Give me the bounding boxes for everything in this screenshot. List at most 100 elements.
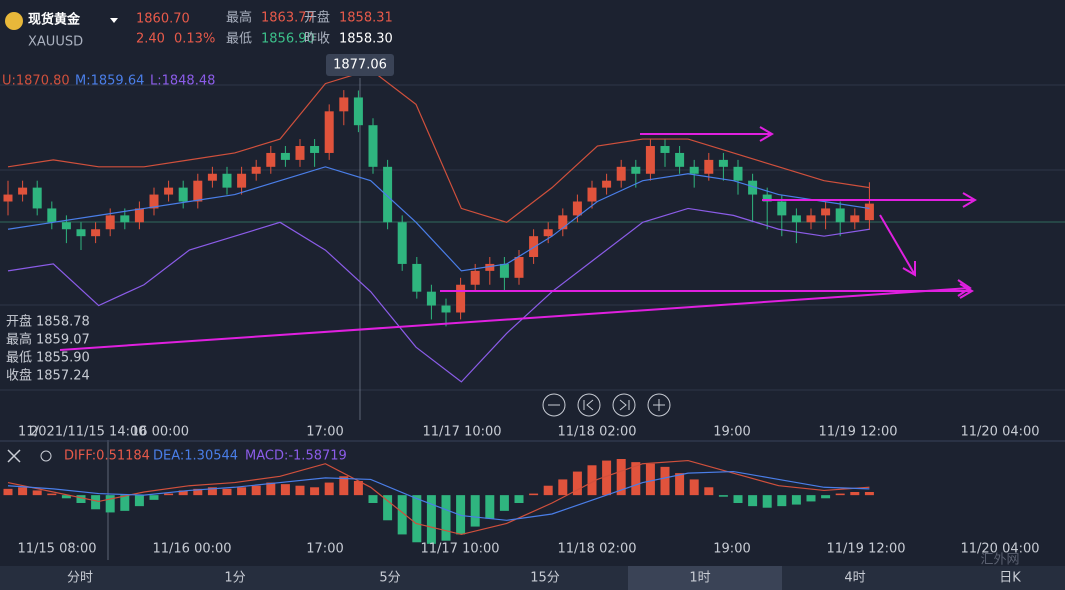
stat-value: 1858.31 [339,11,393,26]
candle-body [207,173,217,181]
candle-body [295,146,305,160]
macd-bar [704,487,714,496]
annotations [59,126,977,351]
tab[interactable]: 1分 [224,571,245,586]
tab[interactable]: 4时 [844,571,865,586]
candle-body [499,263,509,278]
macd-bar [32,490,42,496]
macd-bar [280,484,290,496]
tab[interactable]: 5分 [379,571,400,586]
candle-body [368,125,378,167]
candle-body [864,203,874,221]
ohlc-label: 最低 [6,351,32,366]
macd-bar [499,495,509,511]
candle-body [441,305,451,313]
candle-body [310,146,320,153]
tooltip-bg [326,54,394,76]
stat-label: 昨收 [304,32,330,47]
time-label: 19:00 [713,425,750,440]
title: 现货黄金 [28,12,81,28]
next[interactable] [612,393,636,417]
macd-bar [777,495,787,507]
tab[interactable]: 分时 [67,571,93,586]
candle-body [397,222,407,264]
macd-bar [237,487,247,496]
macd-bar [748,495,758,507]
candle-body [164,187,174,195]
candle-body [777,201,787,216]
macd-bar [91,495,101,510]
band-legend: U:1870.80 [2,74,70,89]
candle-body [572,201,582,216]
time-label: 11/19 12:00 [818,425,897,440]
macd-bar [791,495,801,505]
change: 2.40 [136,32,165,47]
macd-bar [835,493,845,496]
macd-bar [645,463,655,496]
stat-value: 1858.30 [339,32,393,47]
macd-bar [18,487,28,496]
macd-bar [368,495,378,503]
candle-body [32,187,42,209]
macd-bar [3,488,13,496]
macd-bar [105,495,115,513]
stat-value: 1863.77 [261,11,315,26]
macd-bar [514,495,524,503]
crosshair-label-bg [28,423,178,440]
macd-bar [631,462,641,496]
macd-bar [339,476,349,496]
candle-body [602,180,612,188]
macd-bar [222,488,232,496]
close-icon[interactable] [7,449,21,463]
bottom-time-label: 17:00 [306,542,343,557]
tab[interactable]: 1时 [689,571,710,586]
bottom-time-label: 11/16 00:00 [152,542,231,557]
candle-body [222,173,232,188]
macd-bar [61,495,71,499]
time-label: 2021/11/15 14:00 [30,425,147,440]
macd-bar [134,495,144,507]
candle-body [3,194,13,202]
candle-body [529,236,539,257]
macd-bar [149,495,159,500]
ohlc-value: 1859.07 [36,333,90,348]
settings-icon[interactable] [40,450,52,462]
macd-bar [207,487,217,496]
band-legend: M:1859.64 [75,74,144,89]
macd-bar [718,495,728,497]
tab[interactable]: 日K [999,571,1021,586]
time-label: 11/ [18,425,40,440]
macd-bar [675,473,685,496]
macd-bar [821,495,831,499]
prev[interactable] [577,393,601,417]
candle-body [149,194,159,209]
ohlc-label: 开盘 [6,314,32,330]
stat-label: 最高 [226,10,252,26]
dropdown-arrow[interactable] [110,18,118,23]
macd-bar [660,466,670,496]
candle-body [631,166,641,174]
band-middle [7,166,870,272]
macd-bar [324,482,334,496]
candle-body [806,215,816,223]
candle-body [660,146,670,153]
band-upper [7,69,870,223]
macd-bar [310,487,320,496]
macd-bar [47,493,57,496]
tab[interactable]: 15分 [530,571,560,586]
candle-body [850,215,860,223]
macd-bar [762,495,772,508]
candle-body [383,166,393,223]
candle-body [514,256,524,278]
zoom-out[interactable] [542,393,566,417]
ohlc-value: 1855.90 [36,351,90,366]
stat-label: 开盘 [304,10,330,26]
zoom-in[interactable] [647,393,671,417]
bottom-time-label: 11/17 10:00 [420,542,499,557]
macd-bar [164,493,174,496]
macd-bar [441,495,451,541]
ohlc-value: 1858.78 [36,315,90,330]
candle-body [616,166,626,181]
macd-bar [806,495,816,502]
